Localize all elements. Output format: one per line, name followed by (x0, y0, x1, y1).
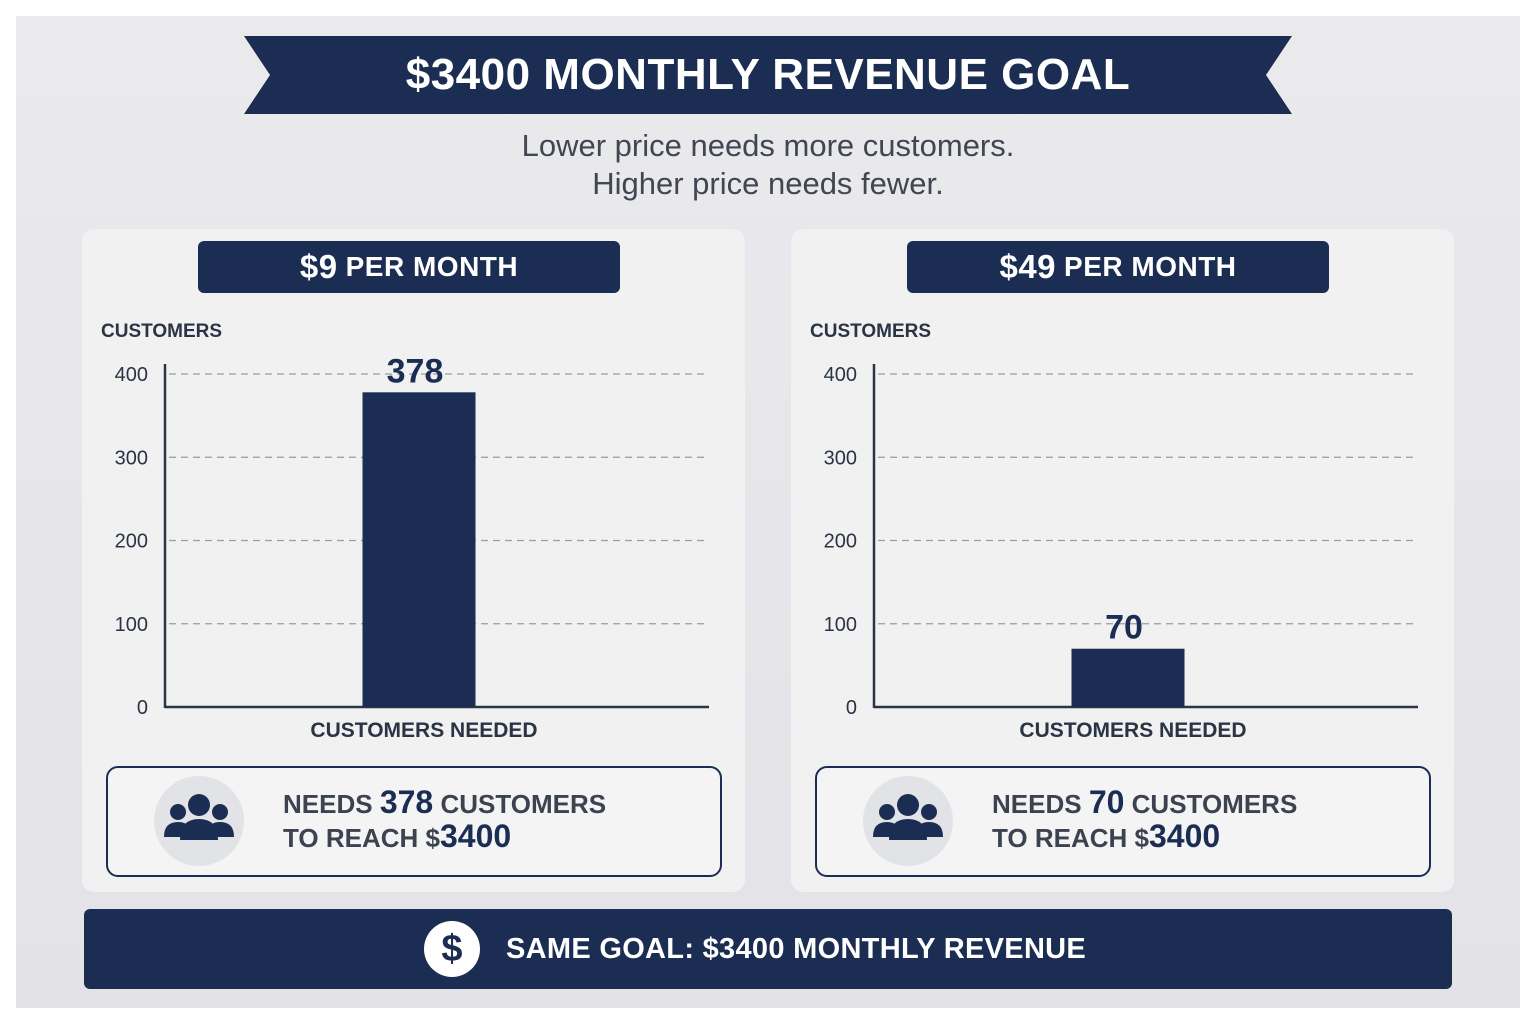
y-tick-label: 0 (137, 697, 148, 719)
y-tick-label: 200 (115, 531, 148, 553)
note-prefix: NEEDS (283, 789, 373, 819)
panel-9-per-month: $9 PER MONTH CUSTOMERS 0 100 200 300 400 378 … (82, 229, 745, 892)
title-banner: $3400 MONTHLY REVENUE GOAL (244, 36, 1292, 114)
customers-needed-note: NEEDS 70 CUSTOMERS TO REACH $3400 (815, 766, 1431, 877)
price-unit: PER MONTH (345, 251, 519, 282)
y-tick-label: 0 (846, 697, 857, 719)
people-icon-badge (154, 776, 244, 866)
y-tick-label: 400 (824, 364, 857, 386)
bar (362, 392, 476, 707)
note-number: 70 (1088, 784, 1125, 820)
y-tick-label: 100 (824, 614, 857, 636)
y-tick-label: 300 (824, 447, 857, 469)
note-line-2: TO REACH $3400 (283, 818, 511, 855)
customers-needed-note: NEEDS 378 CUSTOMERS TO REACH $3400 (106, 766, 722, 877)
note-line-1: NEEDS 70 CUSTOMERS (992, 784, 1297, 821)
note-suffix: CUSTOMERS (1131, 789, 1298, 819)
price-amount: $9 (299, 248, 338, 285)
note-line2-prefix: TO REACH $ (992, 823, 1149, 853)
x-axis-title: CUSTOMERS NEEDED (1019, 719, 1247, 742)
y-tick-label: 400 (115, 364, 148, 386)
bar-data-label: 378 (387, 352, 444, 390)
note-line-2: TO REACH $3400 (992, 818, 1220, 855)
note-line2-prefix: TO REACH $ (283, 823, 440, 853)
note-line2-amount: 3400 (440, 818, 512, 854)
y-tick-label: 200 (824, 531, 857, 553)
bar-data-label: 70 (1105, 609, 1143, 647)
price-unit: PER MONTH (1064, 251, 1237, 282)
people-group-icon (873, 794, 943, 840)
subtitle-line-1: Lower price needs more customers. (521, 128, 1015, 163)
footer-banner: $ SAME GOAL: $3400 MONTHLY REVENUE (84, 909, 1452, 989)
note-prefix: NEEDS (992, 789, 1082, 819)
note-line-1: NEEDS 378 CUSTOMERS (283, 784, 606, 821)
y-axis-title: CUSTOMERS (101, 321, 223, 342)
note-line2-amount: 3400 (1149, 818, 1221, 854)
dollar-icon: $ (424, 921, 480, 977)
panel-49-per-month: $49 PER MONTH CUSTOMERS 0 100 200 300 400 70 … (791, 229, 1454, 892)
note-number: 378 (379, 784, 434, 820)
price-header: $9 PER MONTH (198, 241, 620, 293)
people-icon-badge (863, 776, 953, 866)
subtitle-line-2: Higher price needs fewer. (592, 166, 944, 201)
bar-chart-49: 0 100 200 300 400 70 (824, 364, 1418, 719)
y-tick-label: 100 (115, 614, 148, 636)
x-axis-title: CUSTOMERS NEEDED (310, 719, 538, 742)
bar (1071, 648, 1185, 707)
footer-text: SAME GOAL: $3400 MONTHLY REVENUE (506, 932, 1087, 965)
price-header: $49 PER MONTH (907, 241, 1329, 293)
ribbon-shape (244, 36, 1292, 114)
bar-chart-9: 0 100 200 300 400 378 (115, 352, 709, 719)
y-axis-title: CUSTOMERS (810, 321, 932, 342)
page-title: $3400 MONTHLY REVENUE GOAL (405, 50, 1131, 99)
people-group-icon (164, 794, 234, 840)
y-tick-label: 300 (115, 447, 148, 469)
note-suffix: CUSTOMERS (440, 789, 607, 819)
price-amount: $49 (999, 248, 1057, 285)
